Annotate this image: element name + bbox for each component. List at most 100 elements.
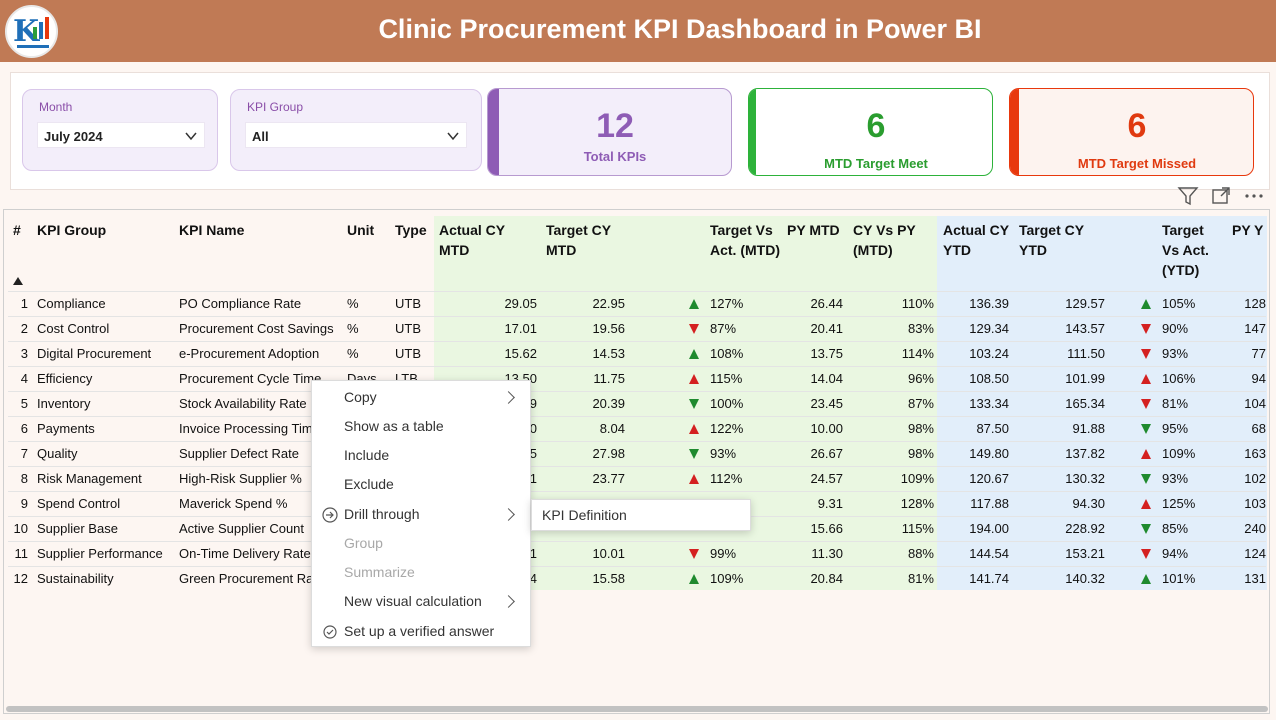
cell-target-vs-act-mtd[interactable]: 87% — [710, 321, 737, 336]
cell-index[interactable]: 8 — [20, 471, 28, 486]
context-menu-item-copy[interactable]: Copy — [344, 389, 377, 405]
cell-py-ytd[interactable]: 147 — [1244, 321, 1266, 336]
context-menu-item-include[interactable]: Include — [344, 447, 390, 463]
cell-target-cy-ytd[interactable]: 140.32 — [1065, 571, 1105, 586]
cell-target-vs-act-mtd[interactable]: 115% — [710, 371, 743, 386]
context-menu-item-show-as-a-table[interactable]: Show as a table — [344, 418, 444, 434]
cell-py-mtd[interactable]: 20.84 — [810, 571, 843, 586]
cell-index[interactable]: 7 — [20, 446, 28, 461]
cell-kpi-name[interactable]: Invoice Processing Tim — [179, 421, 313, 436]
cell-index[interactable]: 2 — [20, 321, 28, 336]
cell-kpi-name[interactable]: Supplier Defect Rate — [179, 446, 299, 461]
cell-kpi-group[interactable]: Supplier Performance — [37, 546, 163, 561]
context-menu-item-set-up-a-verified-answer[interactable]: Set up a verified answer — [344, 623, 495, 639]
cell-actual-cy-ytd[interactable]: 87.50 — [976, 421, 1009, 436]
cell-target-vs-act-mtd[interactable]: 108% — [710, 346, 744, 361]
cell-actual-cy-ytd[interactable]: 120.67 — [969, 471, 1009, 486]
total-kpis-card[interactable]: 12 Total KPIs — [487, 88, 732, 176]
cell-target-cy-ytd[interactable]: 153.21 — [1065, 546, 1105, 561]
cell-target-cy-ytd[interactable]: 228.92 — [1065, 521, 1105, 536]
cell-target-vs-act-ytd[interactable]: 101% — [1162, 571, 1196, 586]
cell-index[interactable]: 1 — [20, 296, 28, 311]
cell-kpi-group[interactable]: Sustainability — [37, 571, 114, 586]
cell-py-ytd[interactable]: 77 — [1251, 346, 1266, 361]
cell-kpi-group[interactable]: Spend Control — [37, 496, 121, 511]
cell-py-ytd[interactable]: 103 — [1244, 496, 1266, 511]
cell-cy-vs-py-mtd[interactable]: 98% — [907, 446, 934, 461]
kpi-group-dropdown[interactable]: All — [245, 122, 467, 148]
cell-cy-vs-py-mtd[interactable]: 128% — [900, 496, 934, 511]
mtd-target-meet-card[interactable]: 6 MTD Target Meet — [748, 88, 993, 176]
cell-target-vs-act-ytd[interactable]: 85% — [1162, 521, 1189, 536]
col-header-py-mtd[interactable]: PY MTD — [787, 222, 840, 238]
cell-cy-vs-py-mtd[interactable]: 96% — [907, 371, 934, 386]
col-header-index[interactable]: # — [13, 222, 21, 238]
cell-index[interactable]: 4 — [20, 371, 28, 386]
cell-kpi-name[interactable]: High-Risk Supplier % — [179, 471, 302, 486]
cell-py-ytd[interactable]: 68 — [1251, 421, 1266, 436]
cell-actual-cy-ytd[interactable]: 117.88 — [970, 496, 1009, 511]
cell-target-cy-mtd[interactable]: 15.58 — [592, 571, 625, 586]
cell-kpi-group[interactable]: Supplier Base — [37, 521, 118, 536]
cell-cy-vs-py-mtd[interactable]: 81% — [907, 571, 934, 586]
cell-kpi-name[interactable]: Stock Availability Rate — [179, 396, 307, 411]
cell-index[interactable]: 9 — [20, 496, 28, 511]
cell-cy-vs-py-mtd[interactable]: 109% — [900, 471, 934, 486]
col-header-actual-cy-ytd[interactable]: Actual CY YTD — [943, 222, 1009, 258]
cell-actual-cy-ytd[interactable]: 129.34 — [969, 321, 1009, 336]
cell-py-mtd[interactable]: 23.45 — [810, 396, 843, 411]
cell-type[interactable]: UTB — [395, 321, 421, 336]
cell-kpi-group[interactable]: Quality — [37, 446, 78, 461]
cell-target-vs-act-ytd[interactable]: 94% — [1162, 546, 1189, 561]
cell-index[interactable]: 12 — [13, 571, 28, 586]
mtd-target-missed-card[interactable]: 6 MTD Target Missed — [1009, 88, 1254, 176]
cell-target-vs-act-ytd[interactable]: 95% — [1162, 421, 1189, 436]
col-header-cy-vs-py-mtd[interactable]: CY Vs PY (MTD) — [853, 222, 916, 258]
cell-actual-cy-ytd[interactable]: 141.74 — [969, 571, 1009, 586]
cell-actual-cy-mtd[interactable]: 0 — [529, 421, 537, 436]
col-header-actual-cy-mtd[interactable]: Actual CY MTD — [439, 222, 505, 258]
cell-kpi-group[interactable]: Cost Control — [37, 321, 110, 336]
cell-target-vs-act-mtd[interactable]: 109% — [710, 571, 744, 586]
context-menu-item-exclude[interactable]: Exclude — [344, 476, 394, 492]
cell-kpi-name[interactable]: PO Compliance Rate — [179, 296, 302, 311]
cell-target-cy-mtd[interactable]: 14.53 — [592, 346, 625, 361]
cell-index[interactable]: 6 — [20, 421, 28, 436]
cell-py-ytd[interactable]: 131 — [1244, 571, 1266, 586]
col-header-kpi-group[interactable]: KPI Group — [37, 222, 107, 238]
context-menu-item-new-visual-calculation[interactable]: New visual calculation — [344, 593, 482, 609]
cell-target-cy-mtd[interactable]: 22.95 — [592, 296, 625, 311]
cell-actual-cy-ytd[interactable]: 103.24 — [969, 346, 1009, 361]
cell-py-ytd[interactable]: 128 — [1244, 296, 1266, 311]
cell-kpi-group[interactable]: Inventory — [37, 396, 91, 411]
cell-kpi-group[interactable]: Digital Procurement — [37, 346, 152, 361]
cell-target-cy-ytd[interactable]: 94.30 — [1072, 496, 1105, 511]
cell-py-mtd[interactable]: 20.41 — [810, 321, 843, 336]
cell-target-cy-mtd[interactable]: 10.01 — [592, 546, 625, 561]
cell-target-vs-act-ytd[interactable]: 81% — [1162, 396, 1189, 411]
cell-actual-cy-ytd[interactable]: 194.00 — [969, 521, 1009, 536]
col-header-py-ytd[interactable]: PY Y — [1232, 222, 1264, 238]
col-header-kpi-name[interactable]: KPI Name — [179, 222, 245, 238]
col-header-target-cy-mtd[interactable]: Target CY MTD — [546, 222, 611, 258]
cell-target-vs-act-ytd[interactable]: 106% — [1162, 371, 1196, 386]
cell-py-ytd[interactable]: 102 — [1244, 471, 1266, 486]
cell-py-mtd[interactable]: 26.44 — [810, 296, 843, 311]
cell-actual-cy-mtd[interactable]: 15.62 — [504, 346, 537, 361]
cell-kpi-group[interactable]: Risk Management — [37, 471, 142, 486]
cell-cy-vs-py-mtd[interactable]: 98% — [907, 421, 934, 436]
cell-target-cy-ytd[interactable]: 137.82 — [1065, 446, 1105, 461]
cell-kpi-name[interactable]: Procurement Cycle Time — [179, 371, 322, 386]
cell-target-cy-ytd[interactable]: 91.88 — [1072, 421, 1105, 436]
cell-actual-cy-ytd[interactable]: 144.54 — [969, 546, 1009, 561]
cell-type[interactable]: UTB — [395, 346, 421, 361]
cell-actual-cy-mtd[interactable]: 1 — [529, 471, 537, 486]
cell-py-mtd[interactable]: 10.00 — [810, 421, 843, 436]
context-menu-item-drill-through[interactable]: Drill through — [344, 506, 420, 522]
cell-unit[interactable]: % — [347, 296, 359, 311]
month-dropdown[interactable]: July 2024 — [37, 122, 205, 148]
cell-index[interactable]: 11 — [14, 546, 29, 561]
cell-target-vs-act-mtd[interactable]: 127% — [710, 296, 744, 311]
cell-py-mtd[interactable]: 11.30 — [811, 546, 843, 561]
cell-kpi-name[interactable]: Maverick Spend % — [179, 496, 288, 511]
